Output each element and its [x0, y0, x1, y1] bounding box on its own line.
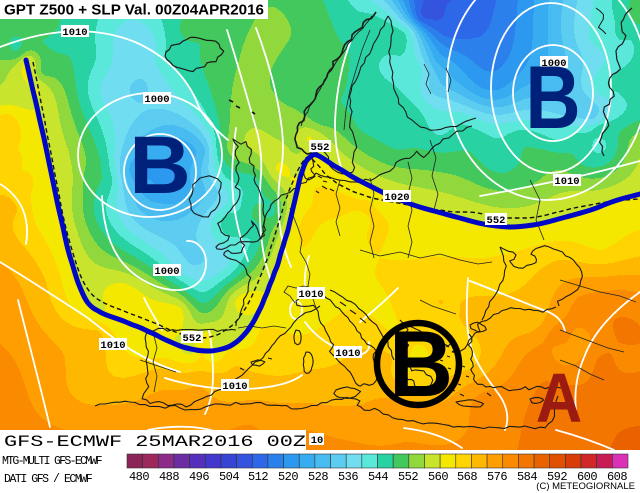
svg-text:552: 552: [487, 215, 506, 227]
svg-text:528: 528: [308, 470, 328, 484]
svg-text:600: 600: [577, 470, 597, 484]
svg-text:GPT Z500 + SLP Val. 00Z04APR20: GPT Z500 + SLP Val. 00Z04APR2016: [4, 2, 264, 19]
svg-text:536: 536: [338, 470, 358, 484]
svg-text:(C) METEOGIORNALE: (C) METEOGIORNALE: [536, 481, 635, 492]
svg-text:560: 560: [428, 470, 448, 484]
svg-text:592: 592: [547, 470, 567, 484]
svg-text:1010: 1010: [100, 340, 125, 352]
svg-text:1010: 1010: [222, 381, 247, 393]
svg-text:B: B: [389, 312, 453, 417]
svg-text:488: 488: [159, 470, 179, 484]
svg-text:B: B: [129, 119, 191, 211]
svg-text:1000: 1000: [541, 58, 566, 70]
svg-text:1010: 1010: [554, 176, 579, 188]
svg-text:552: 552: [398, 470, 418, 484]
svg-text:568: 568: [457, 470, 477, 484]
svg-text:504: 504: [219, 470, 239, 484]
svg-text:608: 608: [607, 470, 627, 484]
svg-text:1010: 1010: [298, 289, 323, 301]
svg-text:MTG-MULTI GFS-ECMWF: MTG-MULTI GFS-ECMWF: [2, 455, 103, 468]
svg-text:480: 480: [129, 470, 149, 484]
svg-text:520: 520: [278, 470, 298, 484]
svg-text:GFS-ECMWF 25MAR2016 00Z: GFS-ECMWF 25MAR2016 00Z: [4, 433, 306, 451]
svg-text:576: 576: [487, 470, 507, 484]
svg-text:496: 496: [189, 470, 209, 484]
svg-text:544: 544: [368, 470, 388, 484]
svg-text:DATI GFS / ECMWF: DATI GFS / ECMWF: [4, 473, 93, 486]
svg-text:1000: 1000: [154, 266, 179, 278]
svg-text:1010: 1010: [62, 27, 87, 39]
svg-text:1010: 1010: [335, 348, 360, 360]
svg-text:512: 512: [248, 470, 268, 484]
svg-text:A: A: [536, 360, 583, 438]
svg-text:1000: 1000: [144, 94, 169, 106]
svg-text:584: 584: [517, 470, 537, 484]
svg-text:552: 552: [311, 142, 330, 154]
svg-text:B: B: [525, 48, 580, 148]
svg-text:552: 552: [183, 333, 202, 345]
svg-text:1020: 1020: [384, 192, 409, 204]
svg-text:10: 10: [311, 435, 324, 447]
